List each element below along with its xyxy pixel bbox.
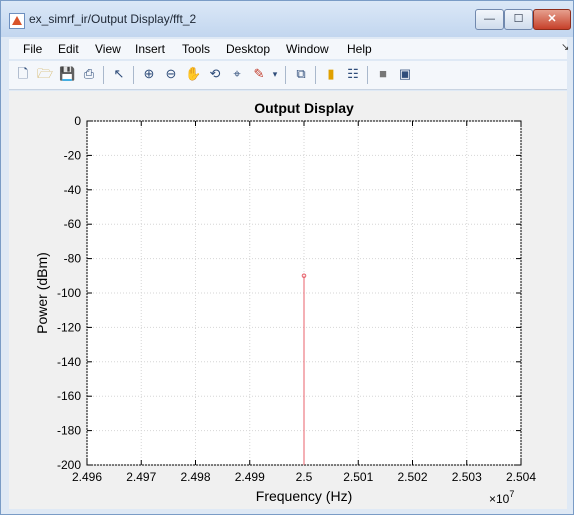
y-tick-label: -120 (57, 320, 81, 334)
x-tick-label: 2.502 (397, 470, 427, 484)
y-tick-label: -40 (64, 183, 82, 197)
chart-title: Output Display (254, 100, 354, 116)
legend-icon[interactable]: ☷ (347, 66, 359, 81)
y-tick-label: -80 (64, 252, 82, 266)
print-icon[interactable]: ⎙ (83, 66, 95, 81)
x-axis-multiplier: ×107 (489, 489, 514, 506)
zoom-in-icon[interactable]: ⊕ (143, 66, 155, 81)
menu-view[interactable]: View (95, 42, 121, 56)
brush-icon[interactable]: ✎ (253, 66, 265, 81)
link-plot-icon[interactable]: ⧉ (296, 66, 306, 81)
maximize-button[interactable]: ☐ (504, 9, 533, 30)
y-tick-label: 0 (74, 114, 81, 128)
menu-file[interactable]: File (23, 42, 43, 56)
show-plot-tools-icon[interactable]: ▣ (398, 66, 412, 81)
menu-bar: File Edit View Insert Tools Desktop Wind… (9, 39, 570, 59)
open-file-icon[interactable]: 🗁 (37, 66, 54, 81)
toolbar-separator (367, 66, 368, 84)
figure-toolbar: 🗋 🗁 💾 ⎙ ↖ ⊕ ⊖ ✋ ⟲ ⌖ ✎ ▾ ⧉ ▮ ☷ ■ ▣ (9, 61, 567, 90)
menu-help[interactable]: Help (347, 42, 372, 56)
title-bar[interactable]: ex_simrf_ir/Output Display/fft_2 — ☐ ✕ (1, 1, 573, 37)
pointer-icon[interactable]: ↖ (113, 66, 125, 81)
x-tick-label: 2.5 (296, 470, 313, 484)
menu-window[interactable]: Window (286, 42, 329, 56)
figure-canvas: 2.496 2.497 2.498 2.499 2.5 2.501 2.502 2.503 2.… (9, 91, 567, 509)
rotate-3d-icon[interactable]: ⟲ (209, 66, 221, 81)
x-tick-label: 2.501 (343, 470, 373, 484)
menu-edit[interactable]: Edit (58, 42, 79, 56)
toolbar-separator (103, 66, 104, 84)
hide-plot-tools-icon[interactable]: ■ (379, 66, 387, 81)
new-figure-icon[interactable]: 🗋 (17, 66, 29, 81)
menu-overflow-icon[interactable]: ↘ (561, 42, 570, 53)
y-tick-label: -100 (57, 286, 81, 300)
brush-dropdown-icon[interactable]: ▾ (272, 69, 278, 79)
x-tick-label: 2.496 (72, 470, 102, 484)
plot-svg: 2.496 2.497 2.498 2.499 2.5 2.501 2.502 2.503 2.… (34, 100, 536, 506)
menu-desktop[interactable]: Desktop (226, 42, 271, 56)
y-tick-label: -200 (57, 458, 81, 472)
zoom-out-icon[interactable]: ⊖ (165, 66, 177, 81)
save-icon[interactable]: 💾 (59, 66, 76, 81)
y-tick-label: -180 (57, 424, 81, 438)
toolbar-separator (315, 66, 316, 84)
menu-insert[interactable]: Insert (135, 42, 166, 56)
fft-peak-marker (301, 273, 307, 279)
toolbar-separator (285, 66, 286, 84)
series-layer (301, 273, 307, 465)
x-tick-label: 2.499 (235, 470, 265, 484)
y-tick-label: -160 (57, 389, 81, 403)
y-tick-label: -20 (64, 148, 82, 162)
y-axis-label: Power (dBm) (34, 252, 50, 334)
pan-icon[interactable]: ✋ (185, 66, 202, 81)
matlab-app-icon (9, 13, 25, 29)
close-button[interactable]: ✕ (533, 9, 571, 30)
y-tick-label: -60 (64, 217, 82, 231)
menu-tools[interactable]: Tools (182, 42, 211, 56)
x-tick-label: 2.504 (506, 470, 536, 484)
x-tick-label: 2.503 (452, 470, 482, 484)
x-tick-label: 2.497 (126, 470, 156, 484)
axis-ticks: 2.496 2.497 2.498 2.499 2.5 2.501 2.502 2.503 2.… (57, 114, 536, 484)
window-title: ex_simrf_ir/Output Display/fft_2 (29, 12, 197, 26)
y-tick-label: -140 (57, 355, 81, 369)
x-tick-label: 2.498 (180, 470, 210, 484)
x-axis-label: Frequency (Hz) (256, 488, 352, 504)
minimize-button[interactable]: — (475, 9, 504, 30)
toolbar-separator (133, 66, 134, 84)
colorbar-icon[interactable]: ▮ (327, 66, 335, 81)
data-cursor-icon[interactable]: ⌖ (233, 66, 241, 81)
